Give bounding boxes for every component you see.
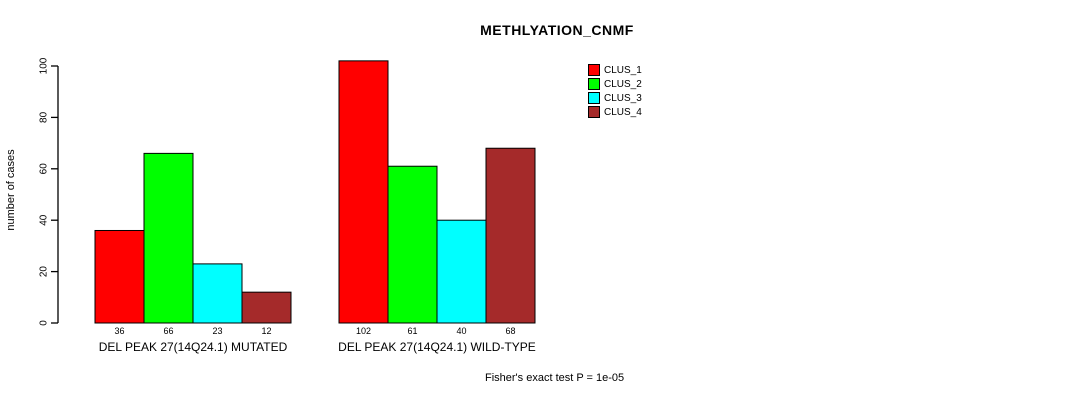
- bar-clus_4-group2: [485, 147, 536, 324]
- y-tick-label: 60: [39, 163, 50, 175]
- fisher-test-annotation: Fisher's exact test P = 1e-05: [485, 372, 625, 384]
- legend-label: CLUS_1: [604, 64, 642, 76]
- y-tick-label: 80: [39, 111, 50, 123]
- bar-clus_1-group2: [338, 60, 389, 324]
- y-tick-label: 40: [39, 214, 50, 226]
- legend-label: CLUS_3: [604, 92, 642, 104]
- bar-value-label: 61: [407, 326, 417, 336]
- legend-item-clus_2: CLUS_2: [588, 78, 642, 90]
- bar-clus_4-group1: [241, 291, 292, 324]
- legend-swatch-icon: [588, 64, 600, 76]
- bar-clus_1-group1: [94, 229, 145, 324]
- bar-value-label: 68: [505, 326, 515, 336]
- bar-value-label: 23: [212, 326, 222, 336]
- bar-value-label: 40: [456, 326, 466, 336]
- legend-label: CLUS_2: [604, 78, 642, 90]
- bar-clus_2-group2: [387, 165, 438, 324]
- legend-swatch-icon: [588, 106, 600, 118]
- legend-item-clus_3: CLUS_3: [588, 92, 642, 104]
- legend-label: CLUS_4: [604, 106, 642, 118]
- bar-clus_2-group1: [143, 152, 194, 324]
- legend: CLUS_1 CLUS_2 CLUS_3 CLUS_4: [588, 64, 642, 120]
- legend-swatch-icon: [588, 78, 600, 90]
- bar-value-label: 36: [114, 326, 124, 336]
- group-category-label: DEL PEAK 27(14Q24.1) MUTATED: [99, 340, 288, 354]
- bar-value-label: 12: [261, 326, 271, 336]
- y-tick-label: 20: [39, 266, 50, 278]
- legend-item-clus_4: CLUS_4: [588, 106, 642, 118]
- y-tick-label: 0: [39, 320, 50, 326]
- bar-value-label: 102: [356, 326, 371, 336]
- chart-title: METHLYATION_CNMF: [480, 22, 634, 38]
- bar-clus_3-group1: [192, 263, 243, 324]
- y-tick-label: 100: [39, 57, 50, 74]
- legend-item-clus_1: CLUS_1: [588, 64, 642, 76]
- bar-value-label: 66: [163, 326, 173, 336]
- legend-swatch-icon: [588, 92, 600, 104]
- bar-clus_3-group2: [436, 219, 487, 324]
- group-category-label: DEL PEAK 27(14Q24.1) WILD-TYPE: [338, 340, 536, 354]
